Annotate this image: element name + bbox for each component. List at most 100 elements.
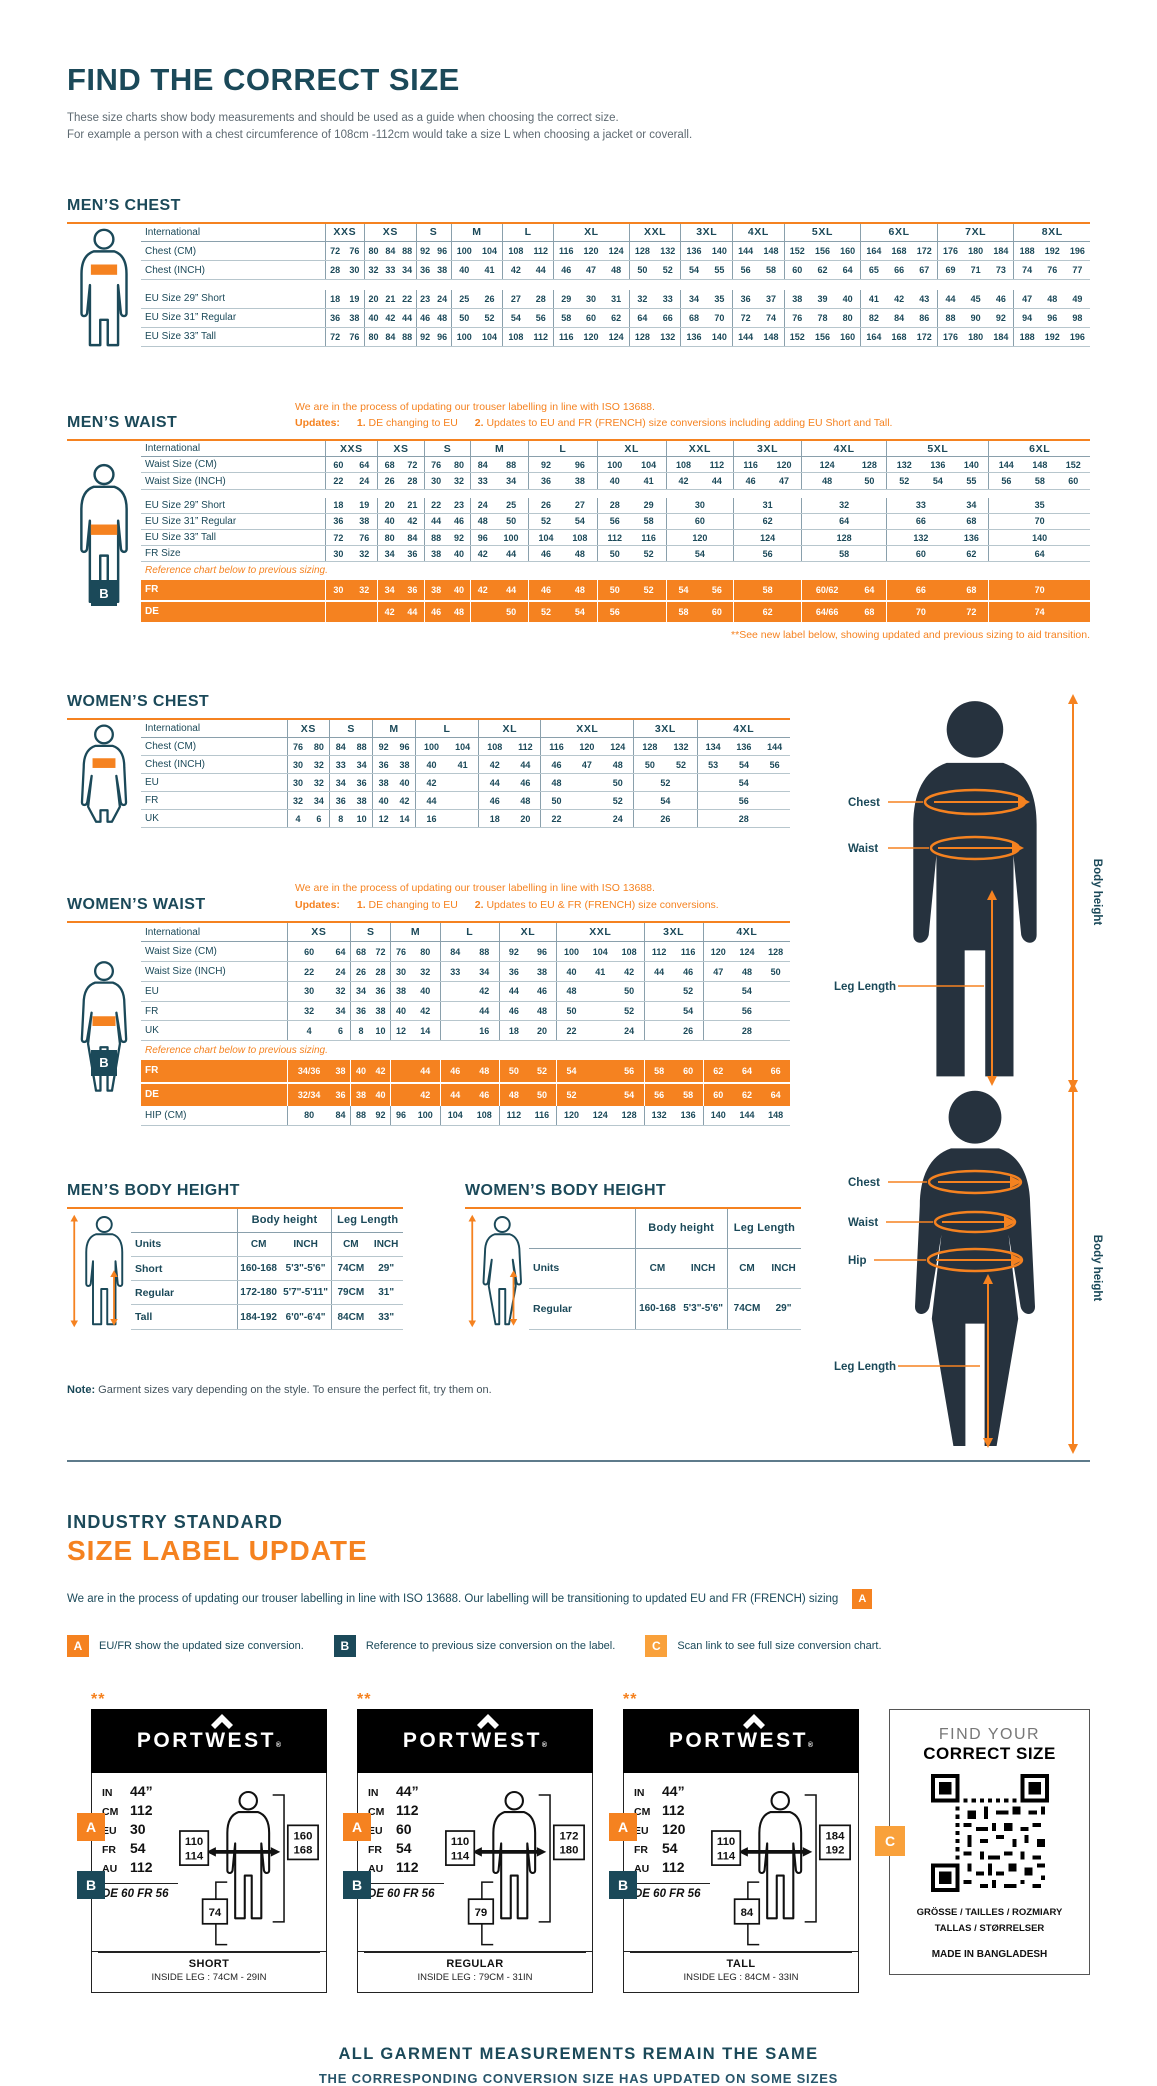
- table-row: EU 30 32 34 36 38 40 42 44 46 48 50 52 54: [141, 773, 790, 793]
- size-cell: 44: [510, 755, 541, 775]
- size-cell: 74: [1013, 260, 1040, 281]
- size-cell: 108: [502, 327, 529, 347]
- size-cell: 24: [351, 472, 378, 490]
- size-cell: 54: [614, 1081, 645, 1106]
- size-cell: 31: [603, 289, 630, 309]
- size-cell: 5'3"-5'6": [679, 1288, 728, 1330]
- size-cell: 34: [350, 981, 371, 1002]
- size-cell: 30: [390, 961, 411, 982]
- mens-waist-table-wrap: International XXS XS S M L XL XXL 3XL 4XL 5XL 6XL Wa…: [67, 439, 1090, 623]
- size-cell: 96: [470, 529, 495, 547]
- a-badge: A: [609, 1812, 637, 1841]
- size-cell: 180: [963, 241, 989, 262]
- table-corner-label: [529, 1208, 635, 1249]
- size-cell: 48: [498, 1081, 528, 1106]
- size-cell: 46: [733, 472, 768, 490]
- size-cell: 33": [369, 1304, 403, 1330]
- size-cell: [447, 773, 479, 793]
- size-cell: 96: [433, 327, 452, 347]
- size-cell: [324, 599, 378, 623]
- size-cell: [643, 1001, 674, 1022]
- size-cell: 10: [351, 809, 373, 829]
- table-row: Waist Size (CM) 60 64 68 72 76 80 84 88 92 96 100 10…: [141, 941, 790, 963]
- size-cell: 56: [643, 1081, 674, 1106]
- size-cell: 38: [394, 755, 416, 775]
- size-cell: 53: [696, 755, 729, 775]
- size-cell: 116: [553, 327, 579, 347]
- size-cell: 52: [614, 1001, 645, 1022]
- size-cell: 100: [494, 529, 529, 547]
- male-chest-figure-icon: [67, 224, 141, 347]
- table-row: FR 30 32 34 36 38 40 42 44 46 48 50 52 54 56 58 60/62 64 6…: [141, 579, 1090, 601]
- size-group-header: S: [415, 223, 452, 243]
- size-cell: 48: [1039, 289, 1065, 309]
- row-label: Regular: [131, 1280, 237, 1306]
- size-cell: 124: [800, 456, 853, 474]
- mens-waist-title-row: MEN’S WAIST We are in the process of upd…: [67, 399, 1090, 433]
- size-cell: 34: [377, 579, 401, 601]
- size-cell: 33: [655, 289, 681, 309]
- size-cell: [390, 1059, 411, 1083]
- size-cell: 76: [286, 737, 309, 757]
- row-label: Units: [529, 1248, 635, 1290]
- size-cell: 70: [988, 579, 1090, 601]
- size-cell: 84: [382, 327, 399, 347]
- size-cell: 56: [528, 308, 554, 328]
- svg-text:110: 110: [451, 1836, 469, 1848]
- size-cell: 38: [351, 791, 373, 811]
- size-cell: 42: [410, 1081, 441, 1106]
- size-group-header: L: [439, 922, 500, 943]
- section-title: WOMEN’S BODY HEIGHT: [465, 1181, 667, 1199]
- row-label: EU Size 31” Regular: [141, 308, 325, 328]
- size-cell: 56: [596, 513, 632, 531]
- size-cell: 4: [286, 809, 309, 829]
- table-row: Chest (CM) 72 76 80 84 88 92 96 100 104 108 112 116 1…: [141, 241, 1090, 262]
- size-cell: 54: [633, 791, 698, 811]
- size-cell: 62: [733, 599, 802, 623]
- size-cell: 38: [423, 579, 448, 601]
- svg-text:168: 168: [293, 1844, 312, 1856]
- size-cell: 92: [415, 241, 434, 262]
- size-cell: 33: [886, 497, 955, 514]
- legend-c-badge: C: [645, 1634, 668, 1657]
- size-group-header: 3XL: [680, 223, 733, 243]
- size-cell: 40: [370, 1081, 391, 1106]
- size-cell: 42: [370, 1059, 391, 1083]
- size-cell: 30: [324, 579, 352, 601]
- size-cell: 94: [1013, 308, 1040, 328]
- size-cell: 44: [423, 513, 448, 531]
- size-cell: 132: [886, 456, 922, 474]
- mens-chest-section: MEN’S CHEST International XXS XS S M L XL XXL 3X…: [67, 197, 1090, 347]
- size-cell: 70: [706, 308, 733, 328]
- size-cell: 67: [911, 260, 938, 281]
- size-cell: 50: [527, 1081, 557, 1106]
- table-row: Waist Size (CM) 60 64 68 72 76 80 84 88 92 96 100 10…: [141, 456, 1090, 474]
- size-cell: [571, 791, 603, 811]
- size-cell: 10: [370, 1020, 391, 1042]
- size-row: FR 54: [102, 1839, 146, 1856]
- size-cell: 50: [494, 599, 529, 623]
- size-cell: 84: [330, 1105, 351, 1126]
- iso-update-note: We are in the process of updating our tr…: [295, 880, 719, 914]
- footer-line-1: ALL GARMENT MEASUREMENTS REMAIN THE SAME: [338, 2044, 819, 2063]
- size-cell: INCH: [279, 1232, 332, 1258]
- size-cell: 44: [528, 260, 554, 281]
- size-cell: 27: [502, 289, 529, 309]
- row-label: Chest (INCH): [141, 755, 287, 775]
- row-label: DE: [141, 1081, 287, 1106]
- size-cell: 82: [860, 308, 887, 328]
- size-cell: 42: [377, 599, 401, 623]
- size-cell: 108: [469, 1105, 500, 1126]
- table-row: Chest (CM) 76 80 84 88 92 96 100 104 108 112 116 120…: [141, 737, 790, 757]
- size-cell: 23: [415, 289, 434, 309]
- size-cell: 6: [330, 1020, 351, 1042]
- size-cell: 128: [633, 737, 666, 757]
- size-cell: 108: [614, 941, 645, 963]
- table-row: Regular 160-168 5'3"-5'6" 74CM 29": [529, 1288, 801, 1330]
- male-waist-figure-icon: [67, 441, 141, 622]
- table-row: FR 32 34 36 38 40 42 44 46 48 50 52 54 56: [141, 791, 790, 811]
- size-cell: 100: [410, 1105, 441, 1126]
- size-cell: 38: [562, 472, 598, 490]
- size-cell: 36: [415, 260, 434, 281]
